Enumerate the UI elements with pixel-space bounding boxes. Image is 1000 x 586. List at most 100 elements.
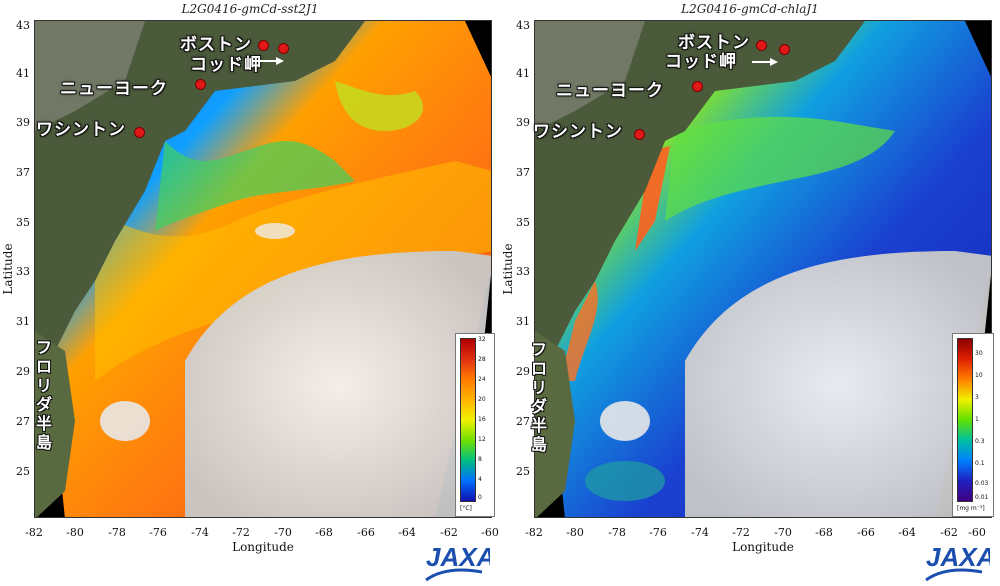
colorbar-tick: 4 bbox=[478, 476, 482, 483]
xtick: -82 bbox=[525, 526, 543, 539]
colorbar-tick: 28 bbox=[478, 356, 486, 363]
ytick: 27 bbox=[516, 415, 530, 428]
sst-map-image bbox=[35, 21, 491, 517]
washington-marker bbox=[134, 127, 145, 138]
xtick: -78 bbox=[608, 526, 626, 539]
chla-colorbar-gradient bbox=[957, 338, 973, 502]
ytick: 41 bbox=[16, 67, 30, 80]
colorbar-tick: 30 bbox=[975, 350, 983, 357]
xtick: -76 bbox=[649, 526, 667, 539]
xtick: -72 bbox=[732, 526, 750, 539]
new-york-marker bbox=[692, 81, 703, 92]
chla-map-image bbox=[535, 21, 991, 517]
ytick: 31 bbox=[516, 315, 530, 328]
colorbar-tick: 32 bbox=[478, 336, 486, 343]
sst-panel: L2G0416-gmCd-sst2J1 bbox=[1, 2, 499, 582]
y-axis-label: Latitude bbox=[501, 243, 515, 295]
boston-label: ボストン bbox=[180, 35, 252, 55]
xtick: -66 bbox=[357, 526, 375, 539]
ytick: 39 bbox=[516, 116, 530, 129]
xtick: -70 bbox=[274, 526, 292, 539]
cape-cod-label: コッド岬 bbox=[665, 52, 737, 72]
chla-panel-title: L2G0416-gmCd-chlaJ1 bbox=[681, 2, 819, 16]
sst-panel-title: L2G0416-gmCd-sst2J1 bbox=[181, 2, 319, 16]
xtick: -72 bbox=[232, 526, 250, 539]
ytick: 37 bbox=[16, 166, 30, 179]
colorbar-tick: 12 bbox=[478, 436, 486, 443]
colorbar-unit: [°C] bbox=[460, 505, 472, 512]
cape-cod-label: コッド岬 bbox=[190, 55, 262, 75]
colorbar-tick: 0.1 bbox=[975, 460, 985, 467]
xtick: -78 bbox=[108, 526, 126, 539]
colorbar-tick: 16 bbox=[478, 416, 486, 423]
new-york-label: ニューヨーク bbox=[60, 79, 168, 99]
ytick: 25 bbox=[516, 465, 530, 478]
xtick: -62 bbox=[940, 526, 958, 539]
xtick: -80 bbox=[566, 526, 584, 539]
new-york-marker bbox=[195, 79, 206, 90]
xtick: -74 bbox=[691, 526, 709, 539]
xtick: -60 bbox=[968, 526, 986, 539]
boston-marker bbox=[756, 40, 767, 51]
xtick: -68 bbox=[815, 526, 833, 539]
washington-marker bbox=[634, 129, 645, 140]
chla-map bbox=[534, 20, 992, 518]
cape-cod-arrow bbox=[752, 58, 778, 66]
cape-cod-arrow bbox=[258, 57, 284, 65]
ytick: 33 bbox=[516, 265, 530, 278]
ytick: 31 bbox=[16, 315, 30, 328]
colorbar-tick: 10 bbox=[975, 372, 983, 379]
xtick: -62 bbox=[440, 526, 458, 539]
ytick: 35 bbox=[16, 216, 30, 229]
xtick: -70 bbox=[774, 526, 792, 539]
ytick: 29 bbox=[16, 365, 30, 378]
svg-text:JAXA: JAXA bbox=[426, 542, 490, 572]
sst-colorbar-gradient bbox=[460, 338, 476, 502]
xtick: -74 bbox=[191, 526, 209, 539]
colorbar-tick: 3 bbox=[975, 394, 979, 401]
boston-marker bbox=[258, 40, 269, 51]
xtick: -82 bbox=[25, 526, 43, 539]
xtick: -64 bbox=[398, 526, 416, 539]
colorbar-unit: [mg m⁻³] bbox=[957, 505, 985, 512]
colorbar-tick: 0.3 bbox=[975, 438, 985, 445]
washington-label: ワシントン bbox=[36, 120, 126, 140]
florida-label: フロリ ダ半島 bbox=[35, 338, 52, 452]
sst-colorbar: 32 28 24 20 16 12 8 4 0 [°C] bbox=[455, 333, 495, 517]
chla-colorbar: 30 10 3 1 0.3 0.1 0.03 0.01 [mg m⁻³] bbox=[952, 333, 994, 517]
ytick: 43 bbox=[16, 19, 30, 32]
florida-label: フロリ ダ半島 bbox=[530, 340, 547, 454]
ytick: 39 bbox=[16, 116, 30, 129]
xtick: -68 bbox=[315, 526, 333, 539]
ytick: 43 bbox=[516, 19, 530, 32]
svg-text:JAXA: JAXA bbox=[926, 542, 990, 572]
colorbar-tick: 0 bbox=[478, 494, 482, 501]
xtick: -60 bbox=[481, 526, 499, 539]
washington-label: ワシントン bbox=[533, 122, 623, 142]
ytick: 41 bbox=[516, 67, 530, 80]
boston-label: ボストン bbox=[678, 33, 750, 53]
sst-map bbox=[34, 20, 492, 518]
ytick: 37 bbox=[516, 166, 530, 179]
colorbar-tick: 0.03 bbox=[975, 480, 989, 487]
new-york-label: ニューヨーク bbox=[556, 81, 664, 101]
ytick: 33 bbox=[16, 265, 30, 278]
x-axis-label: Longitude bbox=[232, 540, 294, 554]
chla-panel: L2G0416-gmCd-chlaJ1 bbox=[500, 0, 1000, 586]
colorbar-tick: 1 bbox=[975, 416, 979, 423]
x-axis-label: Longitude bbox=[732, 540, 794, 554]
colorbar-tick: 20 bbox=[478, 396, 486, 403]
xtick: -64 bbox=[898, 526, 916, 539]
xtick: -76 bbox=[149, 526, 167, 539]
xtick: -80 bbox=[66, 526, 84, 539]
jaxa-logo: JAXA bbox=[425, 542, 490, 582]
colorbar-tick: 8 bbox=[478, 456, 482, 463]
ytick: 25 bbox=[16, 465, 30, 478]
colorbar-tick: 24 bbox=[478, 376, 486, 383]
xtick: -66 bbox=[857, 526, 875, 539]
ytick: 27 bbox=[16, 415, 30, 428]
cape-cod-marker bbox=[779, 44, 790, 55]
cape-cod-marker bbox=[278, 43, 289, 54]
ytick: 29 bbox=[516, 365, 530, 378]
y-axis-label: Latitude bbox=[1, 243, 15, 295]
